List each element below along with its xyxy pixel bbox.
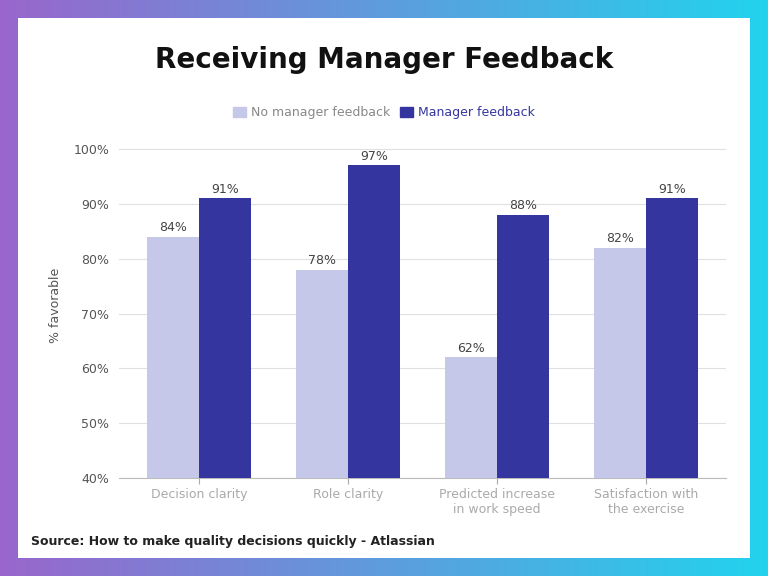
Bar	[199, 198, 251, 576]
Bar	[147, 237, 199, 576]
Bar	[348, 165, 400, 576]
Text: 84%: 84%	[159, 221, 187, 234]
Text: 97%: 97%	[360, 150, 388, 162]
Y-axis label: % favorable: % favorable	[49, 268, 62, 343]
Bar	[646, 198, 698, 576]
Bar	[594, 248, 646, 576]
Text: 62%: 62%	[457, 342, 485, 355]
Text: 78%: 78%	[308, 254, 336, 267]
Text: 91%: 91%	[211, 183, 239, 196]
Text: 82%: 82%	[606, 232, 634, 245]
Text: Receiving Manager Feedback: Receiving Manager Feedback	[155, 47, 613, 74]
Legend: No manager feedback, Manager feedback: No manager feedback, Manager feedback	[228, 101, 540, 124]
Text: 88%: 88%	[509, 199, 537, 212]
Bar	[497, 215, 549, 576]
Text: 91%: 91%	[658, 183, 686, 196]
Bar	[296, 270, 348, 576]
Text: Source: How to make quality decisions quickly - Atlassian: Source: How to make quality decisions qu…	[31, 535, 435, 548]
Bar	[445, 357, 497, 576]
